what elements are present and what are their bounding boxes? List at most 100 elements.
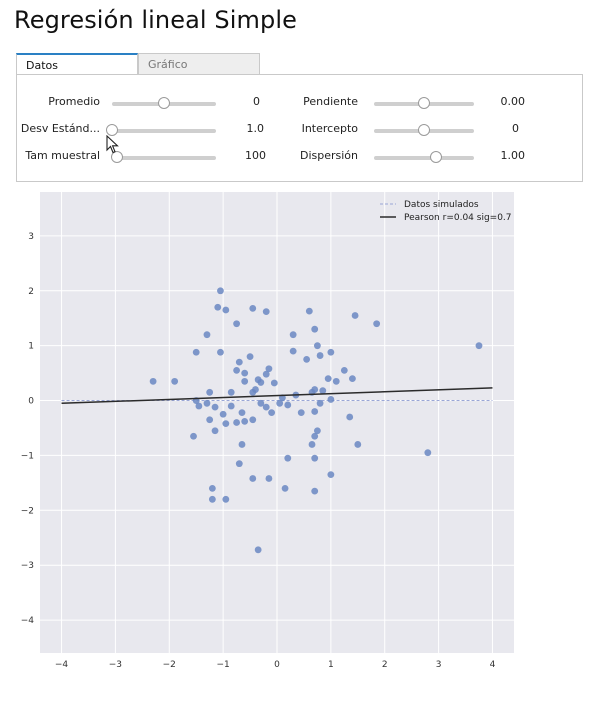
data-point	[211, 403, 219, 411]
data-point	[192, 348, 200, 356]
data-point	[241, 377, 249, 385]
data-point	[284, 401, 292, 409]
pendiente-slider-handle[interactable]	[418, 97, 430, 109]
data-point	[327, 471, 335, 479]
tam-slider-handle[interactable]	[111, 151, 124, 163]
promedio-slider-handle[interactable]	[158, 97, 170, 109]
data-point	[313, 427, 321, 435]
data-point	[206, 388, 214, 396]
tab-grafico[interactable]: Gráfico	[138, 53, 260, 74]
data-point	[265, 475, 273, 482]
data-point	[208, 484, 216, 492]
regression-line	[61, 387, 493, 405]
pendiente-label: Pendiente	[303, 95, 358, 108]
data-point	[351, 312, 359, 319]
data-point	[262, 370, 270, 378]
data-point	[311, 487, 319, 495]
data-point	[238, 409, 246, 417]
data-point	[340, 366, 348, 374]
dispersion-slider-track[interactable]	[374, 156, 474, 160]
data-point	[373, 320, 381, 328]
intercepto-slider-handle[interactable]	[418, 124, 430, 136]
x-tick-label: 4	[490, 660, 496, 668]
desv-slider-handle[interactable]	[106, 124, 118, 136]
tab-datos[interactable]: Datos	[16, 53, 138, 75]
data-point	[227, 388, 235, 396]
data-point	[235, 358, 243, 366]
y-tick-label: −2	[21, 506, 34, 516]
control-tam: Tam muestral 100	[17, 149, 277, 165]
tam-label: Tam muestral	[25, 149, 100, 162]
data-point	[281, 484, 289, 492]
data-point	[424, 449, 432, 457]
control-promedio: Promedio 0	[17, 95, 277, 111]
data-point	[257, 379, 265, 386]
data-point	[270, 379, 278, 387]
data-point	[332, 377, 340, 385]
data-point	[311, 432, 319, 440]
y-tick-label: −3	[21, 561, 34, 571]
data-point	[222, 495, 230, 503]
data-point	[319, 387, 327, 395]
data-point	[219, 410, 227, 418]
data-point	[203, 331, 211, 339]
tam-value: 100	[245, 149, 266, 162]
tam-slider-track[interactable]	[112, 156, 216, 160]
data-point	[289, 347, 297, 355]
data-point	[227, 402, 235, 410]
data-point	[311, 408, 319, 415]
controls-panel: Promedio 0 Desv Estánd... 1.0 Tam muestr…	[16, 74, 583, 182]
data-point	[311, 325, 319, 333]
data-point	[246, 353, 254, 361]
x-tick-label: 2	[382, 660, 388, 668]
x-tick-label: 3	[436, 660, 442, 668]
y-tick-label: 0	[28, 397, 34, 407]
control-dispersion: Dispersión 1.00	[277, 149, 577, 165]
desv-label: Desv Estánd...	[20, 122, 100, 135]
control-intercepto: Intercepto 0	[277, 122, 577, 138]
x-tick-label: 1	[328, 660, 334, 668]
data-point	[217, 348, 224, 356]
data-point	[327, 348, 335, 356]
desv-slider-track[interactable]	[112, 129, 216, 133]
y-tick-label: 1	[28, 342, 34, 352]
data-point	[324, 375, 332, 382]
intercepto-label: Intercepto	[301, 122, 358, 135]
tab-bar: Datos Gráfico	[16, 53, 260, 75]
data-point	[249, 304, 257, 312]
data-point	[222, 306, 230, 314]
x-tick-label: −3	[109, 660, 122, 668]
data-point	[171, 377, 179, 385]
data-point	[203, 399, 211, 407]
data-point	[233, 320, 241, 328]
mouse-cursor-icon	[106, 135, 119, 154]
x-tick-label: −1	[216, 660, 229, 668]
x-tick-label: 0	[274, 660, 280, 668]
data-point	[265, 365, 273, 373]
data-point	[241, 418, 249, 425]
dispersion-slider-handle[interactable]	[430, 151, 442, 163]
legend-label-simulated: Datos simulados	[404, 200, 479, 210]
data-point	[211, 427, 219, 435]
y-tick-label: 3	[28, 232, 34, 242]
data-point	[195, 402, 203, 410]
data-point	[308, 441, 316, 448]
data-point	[208, 495, 216, 503]
data-point	[222, 420, 230, 427]
data-point	[475, 342, 483, 350]
data-point	[305, 307, 313, 315]
data-point	[190, 432, 197, 440]
dispersion-value: 1.00	[500, 149, 526, 162]
y-tick-label: 2	[28, 287, 34, 297]
intercepto-value: 0	[512, 122, 519, 135]
data-point	[297, 409, 305, 417]
data-point	[354, 441, 362, 448]
pendiente-value: 0.00	[500, 95, 526, 108]
data-point	[217, 287, 224, 295]
data-point	[313, 342, 321, 350]
promedio-value: 0	[253, 95, 260, 108]
data-point	[233, 366, 241, 374]
control-desv: Desv Estánd... 1.0	[17, 122, 277, 138]
desv-value: 1.0	[246, 122, 265, 135]
data-point	[262, 308, 270, 316]
